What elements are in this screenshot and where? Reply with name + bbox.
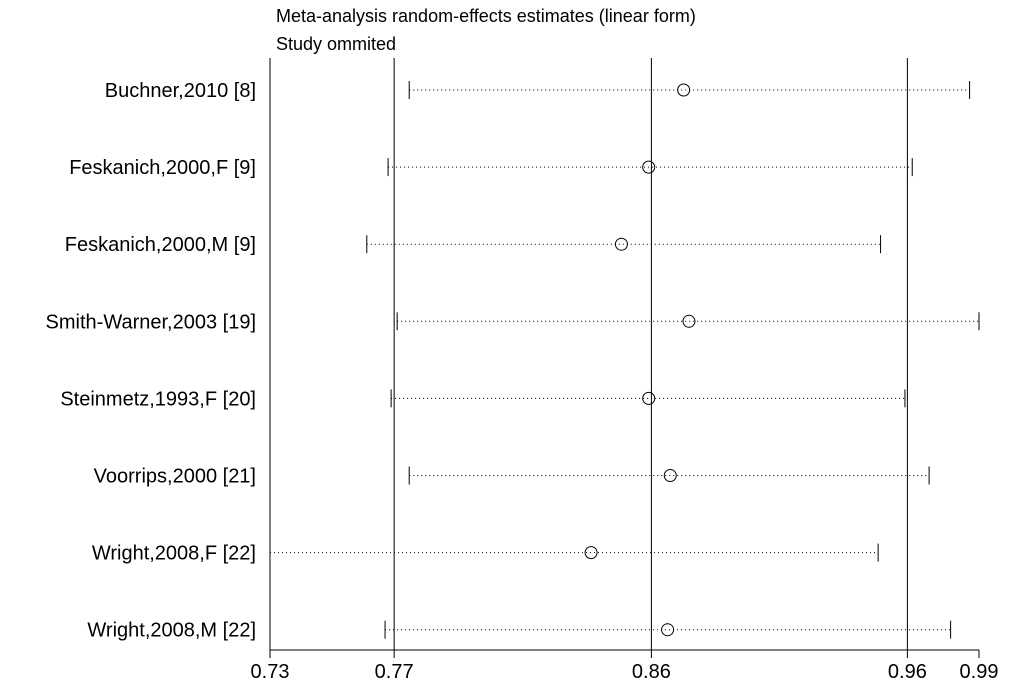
study-row: Buchner,2010 [8] xyxy=(105,80,971,102)
chart-subtitle: Study ommited xyxy=(276,34,397,54)
point-estimate xyxy=(614,237,628,251)
study-label: Wright,2008,F [22] xyxy=(92,543,256,565)
study-row: Wright,2008,F [22] xyxy=(92,543,879,565)
point-estimate xyxy=(642,391,656,405)
study-label: Feskanich,2000,F [9] xyxy=(69,157,256,179)
x-tick-label: 0.99 xyxy=(960,661,999,683)
point-estimate xyxy=(642,160,656,174)
study-rows: Buchner,2010 [8] Feskanich,2000,F [9] Fesk… xyxy=(46,80,980,642)
chart-title: Meta-analysis random-effects estimates (… xyxy=(276,6,696,26)
study-label: Buchner,2010 [8] xyxy=(105,80,256,102)
study-row: Voorrips,2000 [21] xyxy=(94,466,930,488)
study-row: Feskanich,2000,F [9] xyxy=(69,157,913,179)
study-row: Smith-Warner,2003 [19] xyxy=(46,311,980,333)
point-estimate xyxy=(682,314,696,328)
study-row: Steinmetz,1993,F [20] xyxy=(60,388,906,410)
study-label: Feskanich,2000,M [9] xyxy=(65,234,256,256)
point-estimate xyxy=(677,83,691,97)
study-label: Voorrips,2000 [21] xyxy=(94,466,256,488)
point-estimate xyxy=(663,469,677,482)
study-label: Smith-Warner,2003 [19] xyxy=(46,311,256,333)
x-tick-label: 0.86 xyxy=(632,661,671,683)
study-row: Wright,2008,M [22] xyxy=(87,620,952,642)
point-estimate xyxy=(584,546,598,560)
x-tick-label: 0.73 xyxy=(251,661,290,683)
x-axis: 0.73 0.77 0.86 0.96 0.99 xyxy=(251,58,999,683)
point-estimate xyxy=(661,623,675,637)
study-label: Wright,2008,M [22] xyxy=(87,620,256,642)
study-row: Feskanich,2000,M [9] xyxy=(65,234,882,256)
study-label: Steinmetz,1993,F [20] xyxy=(60,388,256,410)
reference-lines xyxy=(393,58,908,650)
x-tick-label: 0.77 xyxy=(375,661,414,683)
x-tick-label: 0.96 xyxy=(888,661,927,683)
